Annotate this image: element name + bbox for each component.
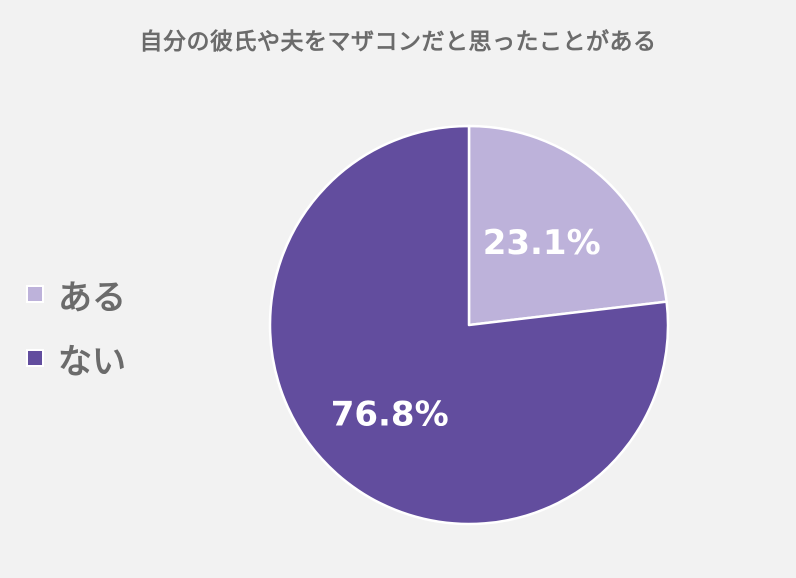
legend-label-aru: ある: [58, 277, 126, 318]
pie-data-label-0: 23.1%: [483, 223, 601, 263]
chart-title: 自分の彼氏や夫をマザコンだと思ったことがある: [139, 29, 657, 55]
pie-data-labels: 23.1% 76.8%: [331, 223, 601, 434]
pie-slice-0: [467, 124, 668, 327]
pie-slices: [268, 124, 670, 526]
legend-item-aru: ある: [26, 262, 126, 326]
legend-swatch-nai: [26, 349, 44, 367]
legend-swatch-aru: [26, 285, 44, 303]
pie-data-label-1: 76.8%: [331, 394, 449, 434]
legend-item-nai: ない: [26, 326, 126, 390]
legend: ある ない: [26, 262, 126, 390]
legend-label-nai: ない: [58, 341, 126, 382]
pie-slice-1: [268, 124, 670, 526]
